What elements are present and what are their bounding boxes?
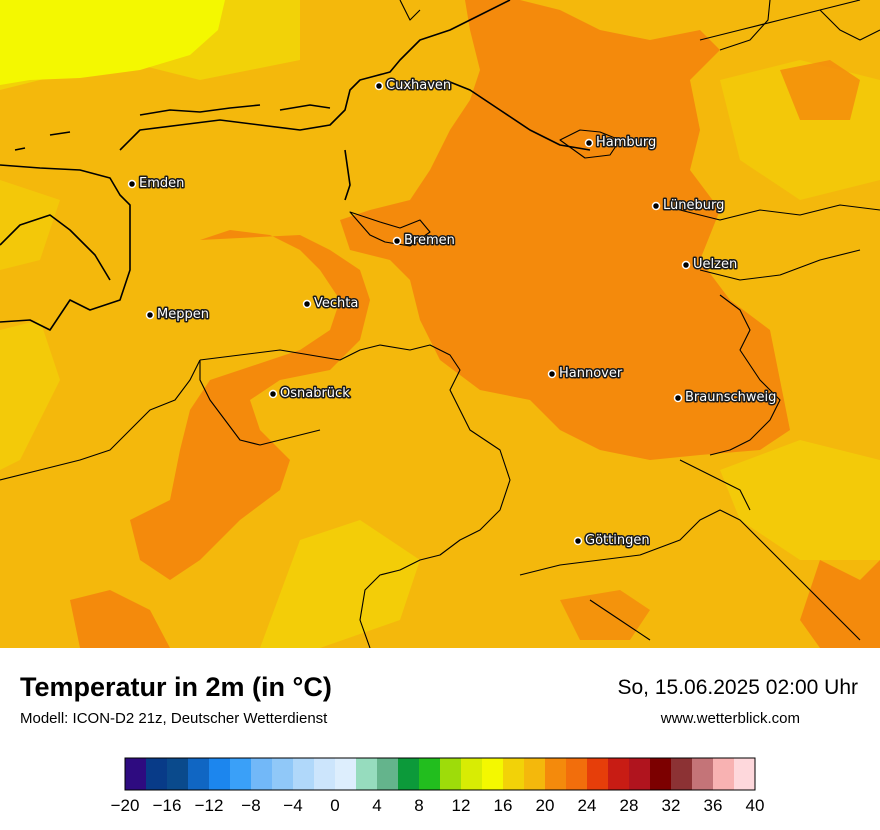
city-bremen: Bremen <box>392 232 456 250</box>
colorbar-swatch <box>587 758 609 790</box>
colorbar-swatch <box>125 758 147 790</box>
colorbar-tick-label: 40 <box>746 796 765 815</box>
city-label: Bremen <box>404 233 455 248</box>
city-göttingen: Göttingen <box>573 532 651 550</box>
city-meppen: Meppen <box>145 306 210 324</box>
city-braunschweig: Braunschweig <box>673 389 778 407</box>
colorbar-swatch <box>671 758 693 790</box>
colorbar-tick-label: 20 <box>536 796 555 815</box>
city-label: Hamburg <box>596 135 656 150</box>
city-vechta: Vechta <box>302 295 360 313</box>
colorbar-tick-label: −16 <box>153 796 182 815</box>
city-dot <box>673 393 683 403</box>
colorbar-swatch <box>566 758 588 790</box>
colorbar-swatch <box>419 758 441 790</box>
city-dot <box>392 236 402 246</box>
colorbar-tick-label: 8 <box>414 796 423 815</box>
colorbar-swatch <box>230 758 252 790</box>
colorbar-swatch <box>188 758 210 790</box>
colorbar-swatch <box>167 758 189 790</box>
colorbar-tick-label: −12 <box>195 796 224 815</box>
colorbar-swatch <box>314 758 336 790</box>
colorbar-tick-label: 16 <box>494 796 513 815</box>
city-label: Vechta <box>314 296 358 311</box>
colorbar-tick-label: 24 <box>578 796 597 815</box>
city-cuxhaven: Cuxhaven <box>374 77 453 95</box>
website-link[interactable]: www.wetterblick.com <box>660 710 800 727</box>
colorbar-tick-label: −8 <box>241 796 260 815</box>
colorbar-tick-label: −4 <box>283 796 302 815</box>
colorbar-tick-label: 4 <box>372 796 381 815</box>
city-hannover: Hannover <box>547 365 624 383</box>
city-label: Göttingen <box>585 533 650 548</box>
colorbar-swatch <box>209 758 231 790</box>
colorbar-tick-label: 32 <box>662 796 681 815</box>
colorbar-swatch <box>293 758 315 790</box>
city-osnabrück: Osnabrück <box>268 385 352 403</box>
city-dot <box>374 81 384 91</box>
city-label: Osnabrück <box>280 386 350 401</box>
city-label: Emden <box>139 176 184 191</box>
colorbar-swatch <box>398 758 420 790</box>
model-info: Modell: ICON-D2 21z, Deutscher Wetterdie… <box>20 710 328 727</box>
city-dot <box>302 299 312 309</box>
city-hamburg: Hamburg <box>584 134 658 152</box>
colorbar-tick-label: 0 <box>330 796 339 815</box>
city-label: Lüneburg <box>663 198 724 213</box>
city-dot <box>681 260 691 270</box>
city-label: Meppen <box>157 307 209 322</box>
city-emden: Emden <box>127 175 186 193</box>
colorbar: −20 −16 −12 −8 −4 0 4 8 12 16 20 24 28 32 36 40 <box>111 757 765 815</box>
map-canvas: Cuxhaven Hamburg Emden Lüneburg Bremen Uelzen… <box>0 0 880 648</box>
temp-field-22-24 <box>70 0 880 648</box>
colorbar-swatches <box>124 757 756 791</box>
legend-footer: Temperatur in 2m (in °C) Modell: ICON-D2… <box>0 648 880 830</box>
colorbar-tick-label: −20 <box>111 796 140 815</box>
map-title: Temperatur in 2m (in °C) <box>20 672 332 702</box>
colorbar-swatch <box>524 758 546 790</box>
colorbar-tick-label: 28 <box>620 796 639 815</box>
city-dot <box>145 310 155 320</box>
city-label: Braunschweig <box>685 390 776 405</box>
city-dot <box>573 536 583 546</box>
colorbar-swatch <box>251 758 273 790</box>
city-dot <box>268 389 278 399</box>
city-label: Hannover <box>559 366 623 381</box>
colorbar-swatch <box>545 758 567 790</box>
colorbar-swatch <box>650 758 672 790</box>
colorbar-swatch <box>335 758 357 790</box>
temperature-map: Cuxhaven Hamburg Emden Lüneburg Bremen Uelzen… <box>0 0 880 648</box>
city-label: Uelzen <box>693 257 737 272</box>
colorbar-tick-label: 36 <box>704 796 723 815</box>
colorbar-swatch <box>713 758 735 790</box>
coastline-and-borders <box>0 0 880 648</box>
colorbar-frame <box>124 757 756 791</box>
colorbar-swatch <box>692 758 714 790</box>
valid-time: So, 15.06.2025 02:00 Uhr <box>617 676 858 699</box>
colorbar-swatch <box>440 758 462 790</box>
colorbar-ticks: −20 −16 −12 −8 −4 0 4 8 12 16 20 24 28 32 36 40 <box>111 796 765 815</box>
colorbar-swatch <box>608 758 630 790</box>
city-dot <box>127 179 137 189</box>
temp-field-16-18 <box>0 0 225 85</box>
colorbar-swatch <box>356 758 378 790</box>
city-lüneburg: Lüneburg <box>651 197 726 215</box>
city-dot <box>584 138 594 148</box>
city-dot <box>547 369 557 379</box>
colorbar-swatch <box>629 758 651 790</box>
colorbar-swatch <box>272 758 294 790</box>
colorbar-swatch <box>482 758 504 790</box>
city-label: Cuxhaven <box>386 78 451 93</box>
colorbar-swatch <box>146 758 168 790</box>
colorbar-swatch <box>461 758 483 790</box>
colorbar-swatch <box>734 758 756 790</box>
colorbar-swatch <box>377 758 399 790</box>
city-uelzen: Uelzen <box>681 256 739 274</box>
colorbar-swatch <box>503 758 525 790</box>
city-dot <box>651 201 661 211</box>
city-markers: Cuxhaven Hamburg Emden Lüneburg Bremen Uelzen… <box>127 77 778 550</box>
colorbar-tick-label: 12 <box>452 796 471 815</box>
